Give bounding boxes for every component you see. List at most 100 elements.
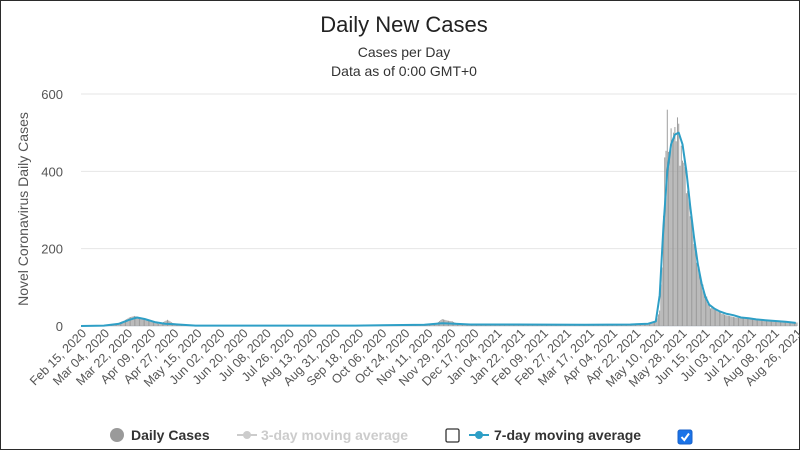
daily-case-bar (739, 318, 740, 326)
daily-case-bar (710, 308, 711, 326)
avg3-checkbox[interactable] (446, 429, 459, 442)
daily-case-bar (728, 316, 729, 326)
daily-case-bar (751, 319, 752, 326)
daily-case-bar (142, 319, 143, 326)
daily-case-bar (752, 319, 753, 326)
daily-case-bar (762, 320, 763, 326)
daily-case-bar (668, 152, 669, 326)
daily-case-bar (659, 311, 660, 326)
daily-case-bar (727, 315, 728, 326)
legend: Daily Cases 3-day moving average 7-day m… (110, 427, 692, 444)
daily-case-bar (708, 304, 709, 326)
daily-case-bar (662, 267, 663, 326)
daily-case-bar (158, 324, 159, 326)
daily-case-bar (760, 320, 761, 326)
checkbox-checked-icon (678, 430, 692, 444)
daily-case-bar (742, 318, 743, 326)
daily-case-bar (695, 246, 696, 326)
daily-case-bar (694, 244, 695, 326)
daily-case-bar (713, 307, 714, 326)
daily-case-bar (737, 318, 738, 326)
daily-case-bar (149, 321, 150, 326)
daily-case-bar (734, 317, 735, 326)
daily-case-bar (678, 124, 679, 326)
legend-item-daily-cases[interactable]: Daily Cases (110, 427, 210, 443)
y-tick-label: 0 (56, 319, 63, 334)
daily-case-bar (711, 308, 712, 326)
daily-case-bar (714, 310, 715, 326)
checkbox-box-icon (446, 429, 459, 442)
legend-item-7day-average[interactable]: 7-day moving average (469, 427, 641, 443)
daily-case-bar (153, 323, 154, 326)
daily-case-bar (715, 310, 716, 326)
daily-case-bar (150, 322, 151, 326)
chart-subtitle-line1: Cases per Day (358, 44, 451, 60)
daily-case-bar (148, 321, 149, 326)
daily-cases-marker-icon (110, 428, 124, 442)
daily-case-bar (658, 314, 659, 326)
daily-case-bar (664, 157, 665, 326)
avg7-checkbox[interactable] (678, 430, 692, 444)
daily-case-bar (682, 161, 683, 326)
daily-case-bar (683, 163, 684, 326)
daily-case-bar (758, 320, 759, 326)
legend-label-daily-cases: Daily Cases (131, 427, 210, 443)
daily-case-bar (143, 319, 144, 326)
chart-title: Daily New Cases (320, 12, 488, 37)
daily-case-bar (732, 317, 733, 326)
daily-case-bar (720, 312, 721, 326)
daily-case-bar (766, 321, 767, 326)
y-tick-label: 200 (41, 242, 63, 257)
daily-case-bar (709, 304, 710, 326)
daily-case-bar (730, 316, 731, 326)
daily-case-bar (748, 318, 749, 326)
daily-case-bar (674, 127, 675, 326)
daily-case-bar (741, 318, 742, 326)
daily-case-bar (667, 110, 668, 326)
daily-case-bar (655, 322, 656, 326)
daily-case-bar (159, 324, 160, 326)
daily-case-bar (688, 191, 689, 326)
daily-case-bar (681, 146, 682, 326)
daily-case-bar (756, 320, 757, 326)
daily-case-bar (718, 312, 719, 326)
daily-case-bar (697, 265, 698, 326)
daily-case-bar (692, 225, 693, 326)
daily-case-bar (765, 320, 766, 326)
daily-case-bar (729, 316, 730, 326)
avg7-marker-icon (475, 431, 483, 439)
daily-case-bar (147, 321, 148, 326)
daily-case-bar (724, 315, 725, 326)
daily-case-bar (154, 323, 155, 326)
daily-case-bar (654, 322, 655, 326)
grid-layer (81, 94, 797, 326)
daily-case-bar (700, 279, 701, 326)
daily-case-bar (733, 317, 734, 326)
daily-case-bar (686, 193, 687, 326)
y-axis-title: Novel Coronavirus Daily Cases (15, 112, 31, 306)
legend-label-7day-average: 7-day moving average (494, 427, 641, 443)
daily-case-bar (763, 320, 764, 326)
legend-item-3day-average[interactable]: 3-day moving average (237, 427, 408, 443)
chart-subtitle-line2: Data as of 0:00 GMT+0 (331, 63, 477, 79)
daily-case-bar (156, 323, 157, 326)
daily-case-bar (677, 117, 678, 326)
legend-label-3day-average: 3-day moving average (261, 427, 408, 443)
y-tick-label: 600 (41, 87, 63, 102)
daily-case-bar (690, 216, 691, 326)
daily-case-bar (723, 314, 724, 326)
daily-case-bar (704, 293, 705, 326)
daily-case-bar (157, 323, 158, 326)
daily-case-bar (738, 318, 739, 326)
daily-case-bar (761, 320, 762, 326)
daily-case-bar (669, 155, 670, 326)
daily-case-bar (735, 317, 736, 326)
avg3-marker-icon (243, 431, 251, 439)
daily-case-bar (672, 139, 673, 326)
daily-case-bar (144, 320, 145, 326)
daily-case-bar (673, 133, 674, 326)
